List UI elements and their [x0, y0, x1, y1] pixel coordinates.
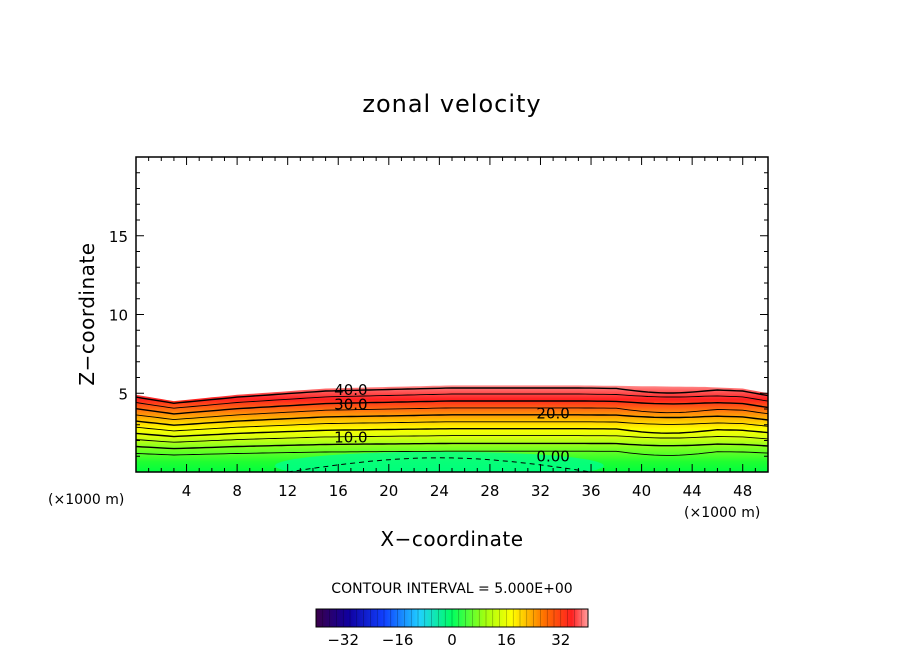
y-tick-label: 15 [109, 228, 128, 246]
x-tick-label: 4 [182, 482, 192, 500]
contour-line [136, 421, 768, 432]
axis-ticks [136, 157, 768, 472]
x-tick-label: 28 [480, 482, 499, 500]
x-tick-label: 32 [531, 482, 550, 500]
x-tick-label: 12 [278, 482, 297, 500]
x-units-left: (×1000 m) [48, 492, 124, 508]
contour-labels: 40.030.0 20.0 10.0 0.00 [334, 381, 570, 465]
contour-label: 20.0 [536, 405, 569, 423]
colorbar-tick-label: 0 [447, 631, 457, 649]
x-tick-label: 40 [632, 482, 651, 500]
colorbar-tick-label: 16 [497, 631, 516, 649]
colorbar-tick-label: −16 [382, 631, 414, 649]
contour-line [136, 407, 768, 421]
contour-line [136, 442, 768, 450]
contour-line [136, 393, 768, 409]
x-tick-label: 24 [430, 482, 449, 500]
x-tick-label: 16 [329, 482, 348, 500]
colorbar-fill [315, 608, 589, 628]
x-units-right: (×1000 m) [684, 505, 760, 521]
x-tick-label: 48 [733, 482, 752, 500]
weak-flow-zone [275, 451, 604, 472]
chart-title: zonal velocity [362, 90, 541, 118]
colorbar: −32 −16 0 16 32 [315, 608, 589, 649]
y-tick-label: 5 [118, 385, 128, 403]
colorbar-tick-label: 32 [551, 631, 570, 649]
contour-label: 10.0 [334, 428, 367, 446]
y-axis-label: Z−coordinate [75, 242, 99, 385]
contour-line [136, 435, 768, 443]
colorbar-tick-labels: −32 −16 0 16 32 [327, 631, 570, 649]
contour-interval-text: CONTOUR INTERVAL = 5.000E+00 [331, 581, 572, 597]
contour-label: 30.0 [334, 395, 367, 413]
contour-line [136, 387, 768, 405]
x-tick-label: 36 [581, 482, 600, 500]
contour-label: 0.00 [536, 447, 569, 465]
colorbar-ticks [315, 609, 589, 627]
contour-label: 40.0 [334, 381, 367, 399]
contour-line [136, 428, 768, 438]
x-tick-label: 20 [379, 482, 398, 500]
y-tick-label: 10 [109, 307, 128, 325]
colorbar-tick-label: −32 [327, 631, 359, 649]
contour-line [136, 450, 768, 456]
x-tick-label: 8 [232, 482, 242, 500]
contour-line [136, 400, 768, 415]
x-tick-label: 44 [683, 482, 702, 500]
x-axis-label: X−coordinate [380, 527, 523, 551]
contour-line [136, 414, 768, 426]
